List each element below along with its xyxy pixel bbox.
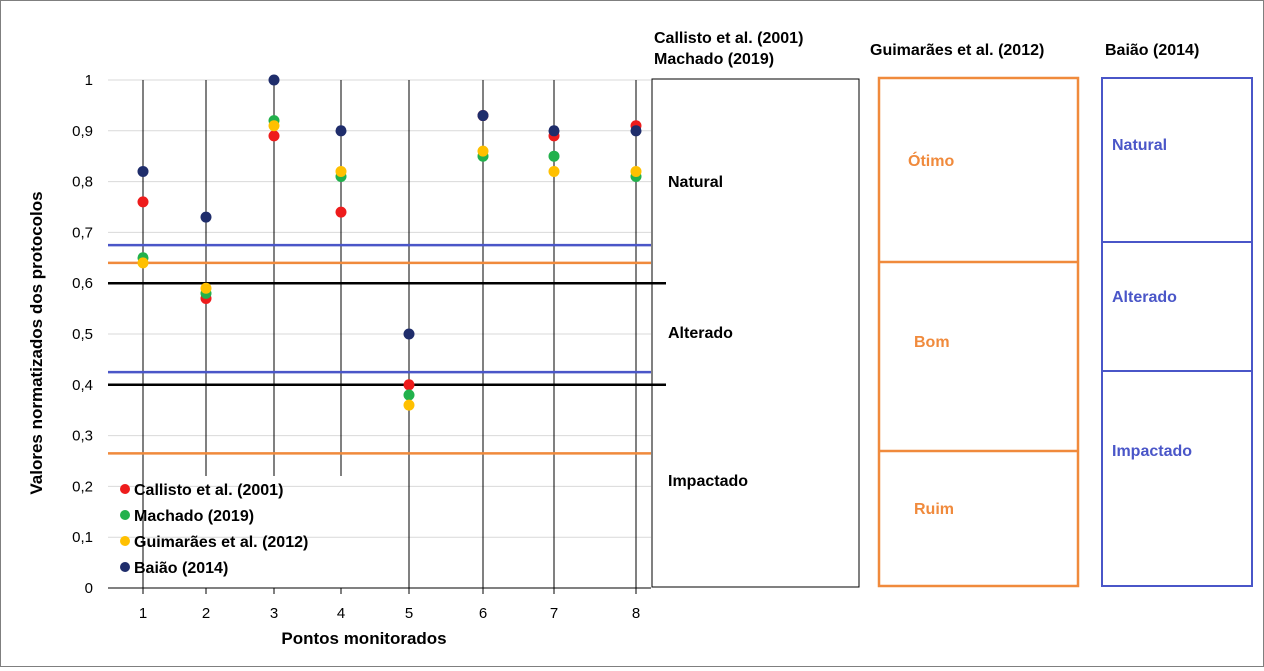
legend-marker-baiao	[120, 562, 130, 572]
classification-baiao: Baião (2014) Natural Alterado Impactado	[1101, 42, 1253, 587]
data-point	[403, 328, 415, 340]
callisto-machado-zone-impactado: Impactado	[668, 473, 748, 490]
data-point	[137, 196, 149, 208]
data-point	[548, 125, 560, 137]
data-point	[268, 130, 280, 142]
legend-marker-guimaraes	[120, 536, 130, 546]
y-tick-label: 0,1	[72, 529, 93, 546]
guimaraes-box	[877, 76, 1080, 588]
data-points	[137, 74, 642, 411]
legend-marker-callisto	[120, 484, 130, 494]
y-tick-label: 0,5	[72, 326, 93, 343]
y-tick-label: 0,9	[72, 123, 93, 140]
guimaraes-zone-ruim: Ruim	[914, 501, 954, 518]
guimaraes-title: Guimarães et al. (2012)	[870, 42, 1044, 59]
y-axis-title: Valores normatizados dos protocolos	[27, 191, 46, 494]
callisto-machado-box	[651, 78, 860, 588]
data-point	[548, 150, 560, 162]
y-tick-label: 0,2	[72, 478, 93, 495]
data-point	[630, 125, 642, 137]
baiao-title: Baião (2014)	[1105, 42, 1199, 59]
y-tick-label: 0,3	[72, 428, 93, 445]
callisto-machado-zone-alterado: Alterado	[668, 325, 733, 342]
axes: 0 0,1 0,2 0,3 0,4 0,5 0,6 0,7 0,8 0,9 1 1 2 3 4 5 6 7 8	[72, 72, 651, 622]
classification-guimaraes: Guimarães et al. (2012) Ótimo Bom Ruim	[870, 42, 1080, 588]
legend-label-baiao: Baião (2014)	[134, 560, 228, 577]
x-tick-label: 6	[479, 605, 487, 622]
data-point	[477, 110, 489, 122]
data-point	[403, 399, 415, 411]
baiao-zone-impactado: Impactado	[1112, 443, 1192, 460]
y-tick-label: 0,7	[72, 224, 93, 241]
x-tick-label: 2	[202, 605, 210, 622]
y-tick-label: 1	[85, 72, 93, 89]
data-point	[268, 74, 280, 86]
data-point	[137, 165, 149, 177]
legend-marker-machado	[120, 510, 130, 520]
legend: Callisto et al. (2001) Machado (2019) Gu…	[120, 482, 308, 577]
callisto-machado-title-line2: Machado (2019)	[654, 51, 774, 68]
x-tick-label: 4	[337, 605, 345, 622]
data-point	[200, 211, 212, 223]
guimaraes-zone-bom: Bom	[914, 334, 950, 351]
baiao-box	[1101, 77, 1253, 587]
callisto-machado-zone-natural: Natural	[668, 174, 723, 191]
y-tick-label: 0,4	[72, 377, 93, 394]
y-tick-label: 0,8	[72, 174, 93, 191]
legend-label-guimaraes: Guimarães et al. (2012)	[134, 534, 308, 551]
data-point	[335, 125, 347, 137]
x-axis-title: Pontos monitorados	[281, 629, 446, 648]
x-tick-label: 1	[139, 605, 147, 622]
legend-label-machado: Machado (2019)	[134, 508, 254, 525]
data-point	[335, 165, 347, 177]
data-point	[137, 257, 149, 269]
data-point	[630, 165, 642, 177]
data-point	[335, 206, 347, 218]
data-point	[268, 120, 280, 132]
x-tick-label: 5	[405, 605, 413, 622]
legend-label-callisto: Callisto et al. (2001)	[134, 482, 283, 499]
x-tick-label: 7	[550, 605, 558, 622]
baiao-zone-natural: Natural	[1112, 137, 1167, 154]
x-tick-label: 8	[632, 605, 640, 622]
y-tick-label: 0,6	[72, 275, 93, 292]
guimaraes-zone-otimo: Ótimo	[908, 151, 954, 170]
callisto-machado-title-line1: Callisto et al. (2001)	[654, 30, 803, 47]
data-point	[477, 145, 489, 157]
baiao-zone-alterado: Alterado	[1112, 289, 1177, 306]
threshold-lines	[108, 243, 666, 455]
data-point	[403, 379, 415, 391]
classification-callisto-machado: Callisto et al. (2001) Machado (2019) Na…	[651, 30, 860, 588]
y-tick-label: 0	[85, 580, 93, 597]
data-point	[403, 389, 415, 401]
x-tick-label: 3	[270, 605, 278, 622]
data-point	[200, 282, 212, 294]
data-point	[548, 165, 560, 177]
